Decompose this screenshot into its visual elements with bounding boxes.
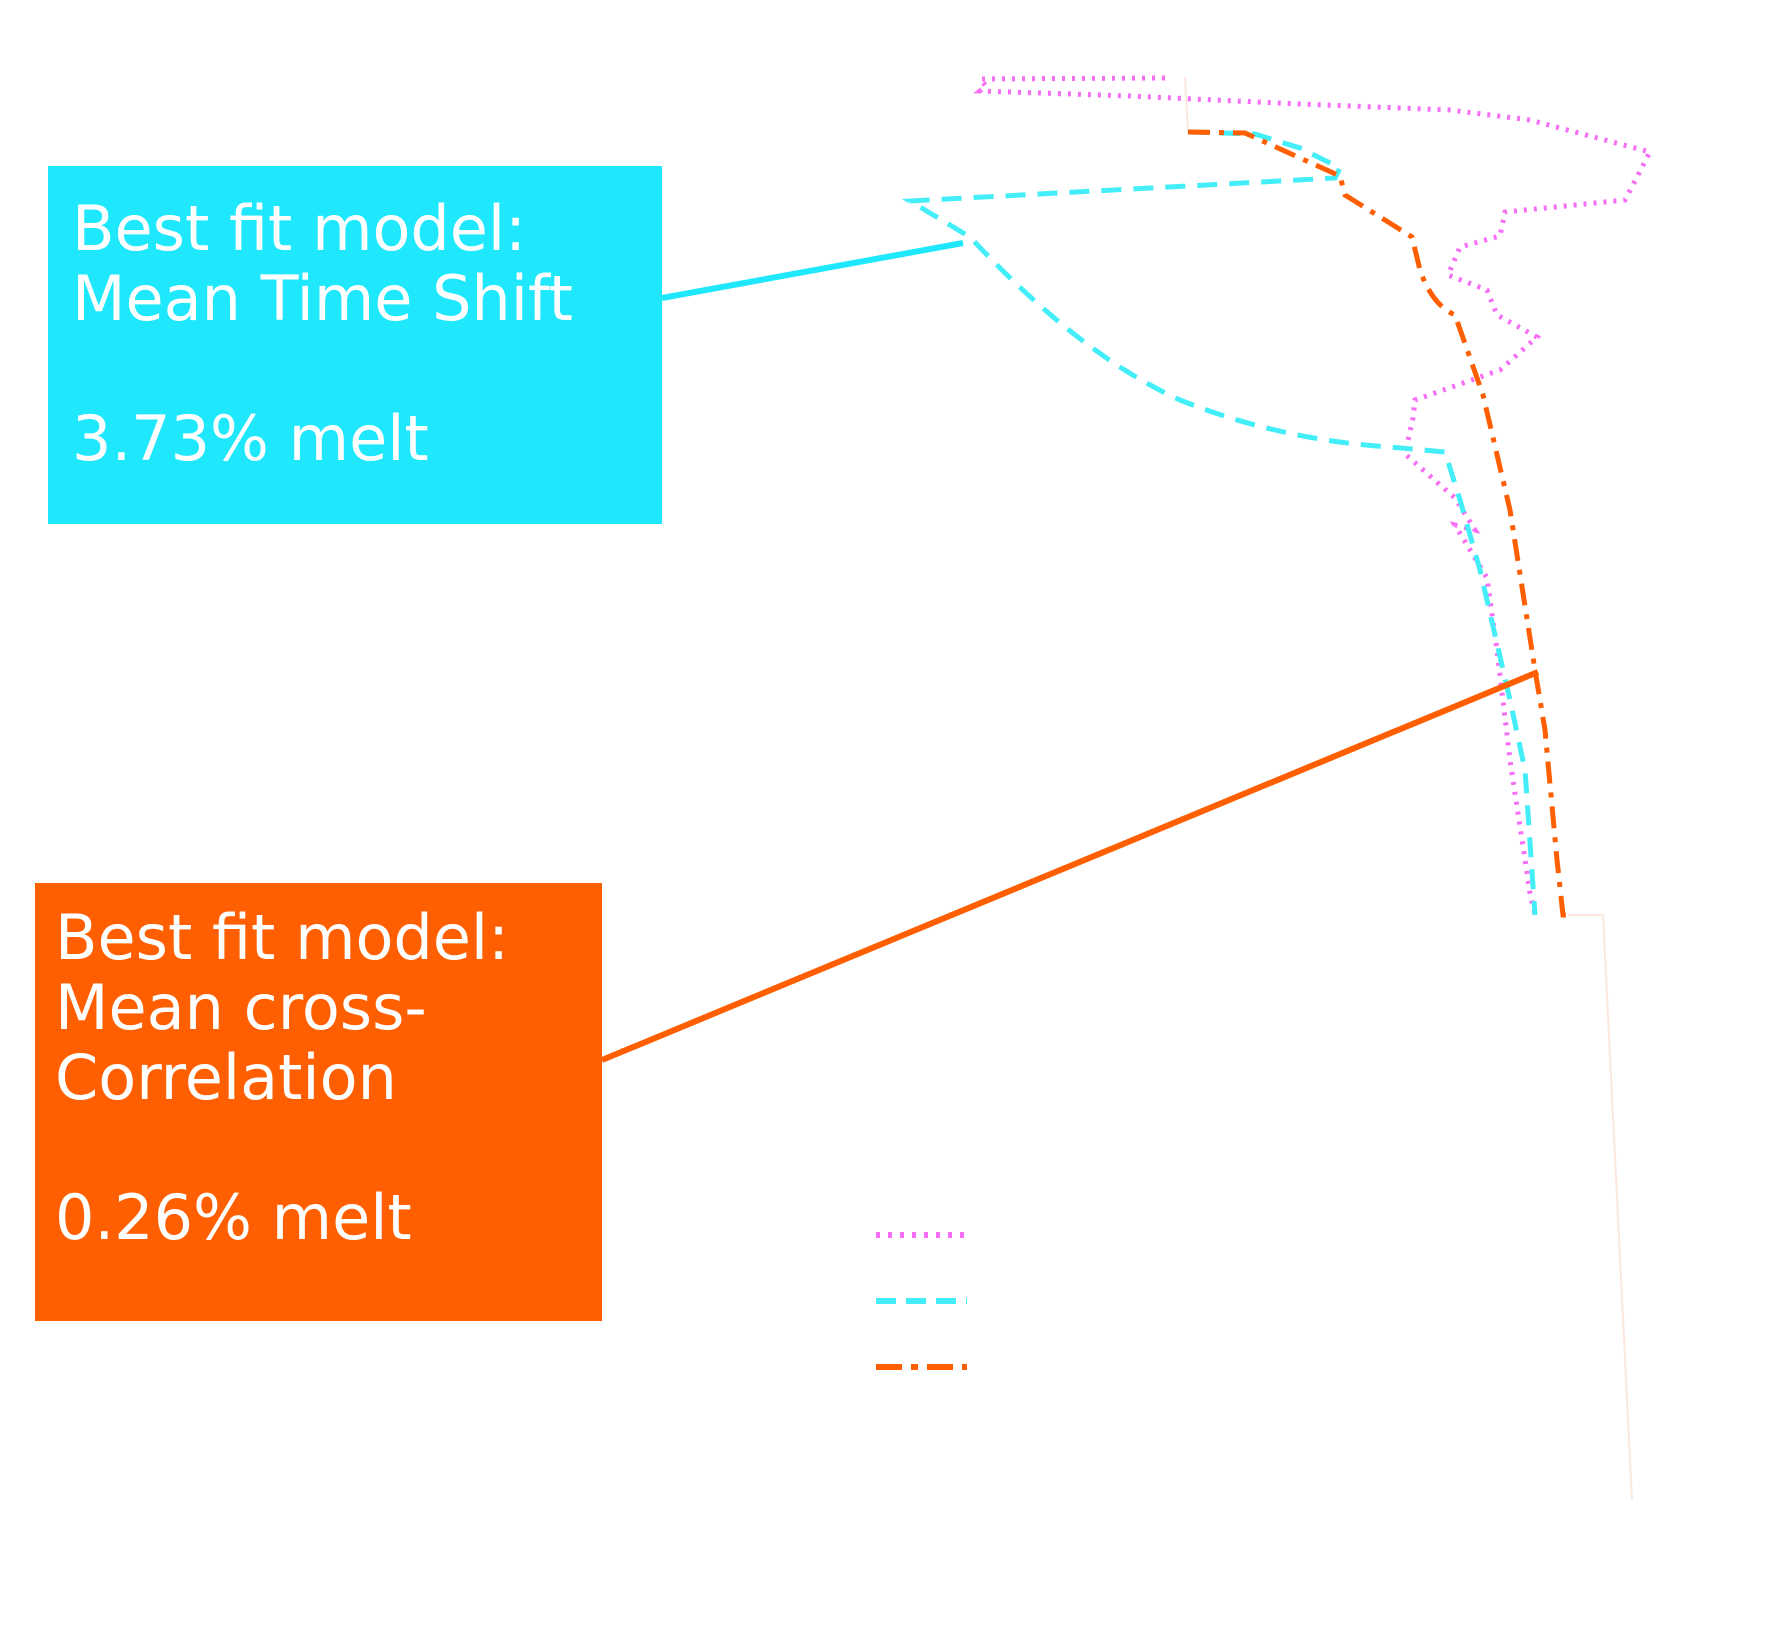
cyan-callout-background — [48, 166, 662, 524]
orange-leader-line — [600, 669, 1540, 1063]
mean-cross-correlation-callout: Best fit model: Mean cross- Correlation … — [35, 883, 602, 1321]
callout-melt-value: 3.73% melt — [72, 402, 429, 475]
callout-title-line-2: Mean Time Shift — [72, 262, 573, 335]
callout-melt-value: 0.26% melt — [55, 1181, 412, 1254]
callout-title-line-3: Correlation — [55, 1041, 397, 1114]
cyan-leader-line — [661, 240, 964, 301]
orange-callout-background — [35, 883, 602, 1321]
callout-title-line-2: Mean cross- — [55, 971, 427, 1044]
magenta-dotted-profile — [973, 75, 1654, 916]
callout-title-line-1: Best fit model: — [72, 192, 527, 265]
callout-title-line-1: Best fit model: — [55, 901, 510, 974]
reference-profile-outline — [1184, 76, 1633, 1501]
cyan-dashed-profile — [901, 129, 1538, 916]
orange-dashdot-profile — [1187, 129, 1568, 918]
mean-time-shift-callout: Best fit model: Mean Time Shift 3.73% me… — [48, 166, 662, 524]
